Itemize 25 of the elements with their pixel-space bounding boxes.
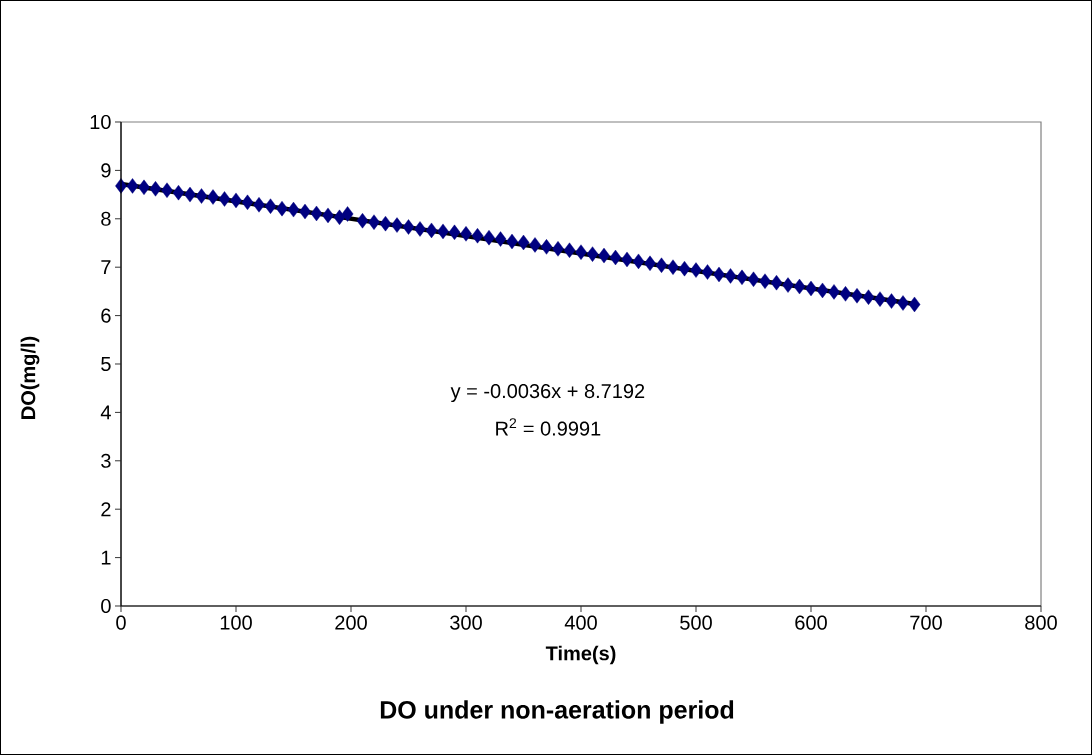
y-axis-title: DO(mg/l) — [20, 336, 40, 419]
x-tick-label: 300 — [450, 615, 482, 630]
annotation: y = -0.0036x + 8.7192 — [450, 383, 645, 403]
y-tick-label: 7 — [101, 260, 111, 275]
y-tick-label: 6 — [101, 308, 111, 323]
y-tick-label: 2 — [101, 502, 111, 517]
y-tick-label: 5 — [101, 357, 111, 371]
x-tick-label: 800 — [1025, 615, 1057, 630]
x-tick-label: 700 — [910, 615, 942, 630]
y-tick-label: 1 — [101, 550, 111, 565]
annotation: R$^{2}$ = 0.9991 — [496, 418, 601, 436]
x-tick-label: 500 — [680, 615, 712, 630]
y-tick-label: 0 — [101, 598, 111, 614]
x-tick-label: 400 — [564, 615, 597, 630]
x-tick-label: 100 — [220, 615, 252, 630]
y-tick-label: 4 — [100, 405, 111, 420]
y-tick-label: 3 — [101, 453, 111, 468]
x-tick-label: 200 — [335, 615, 367, 630]
x-tick-label: 0 — [116, 615, 126, 630]
x-axis-title: Time(s) — [545, 645, 616, 665]
text: DO under non-aeration period — [380, 700, 734, 724]
y-tick-label: 10 — [90, 114, 111, 130]
y-tick-label: 9 — [101, 163, 111, 178]
x-tick-label: 600 — [795, 615, 827, 630]
y-tick-label: 8 — [101, 211, 111, 226]
